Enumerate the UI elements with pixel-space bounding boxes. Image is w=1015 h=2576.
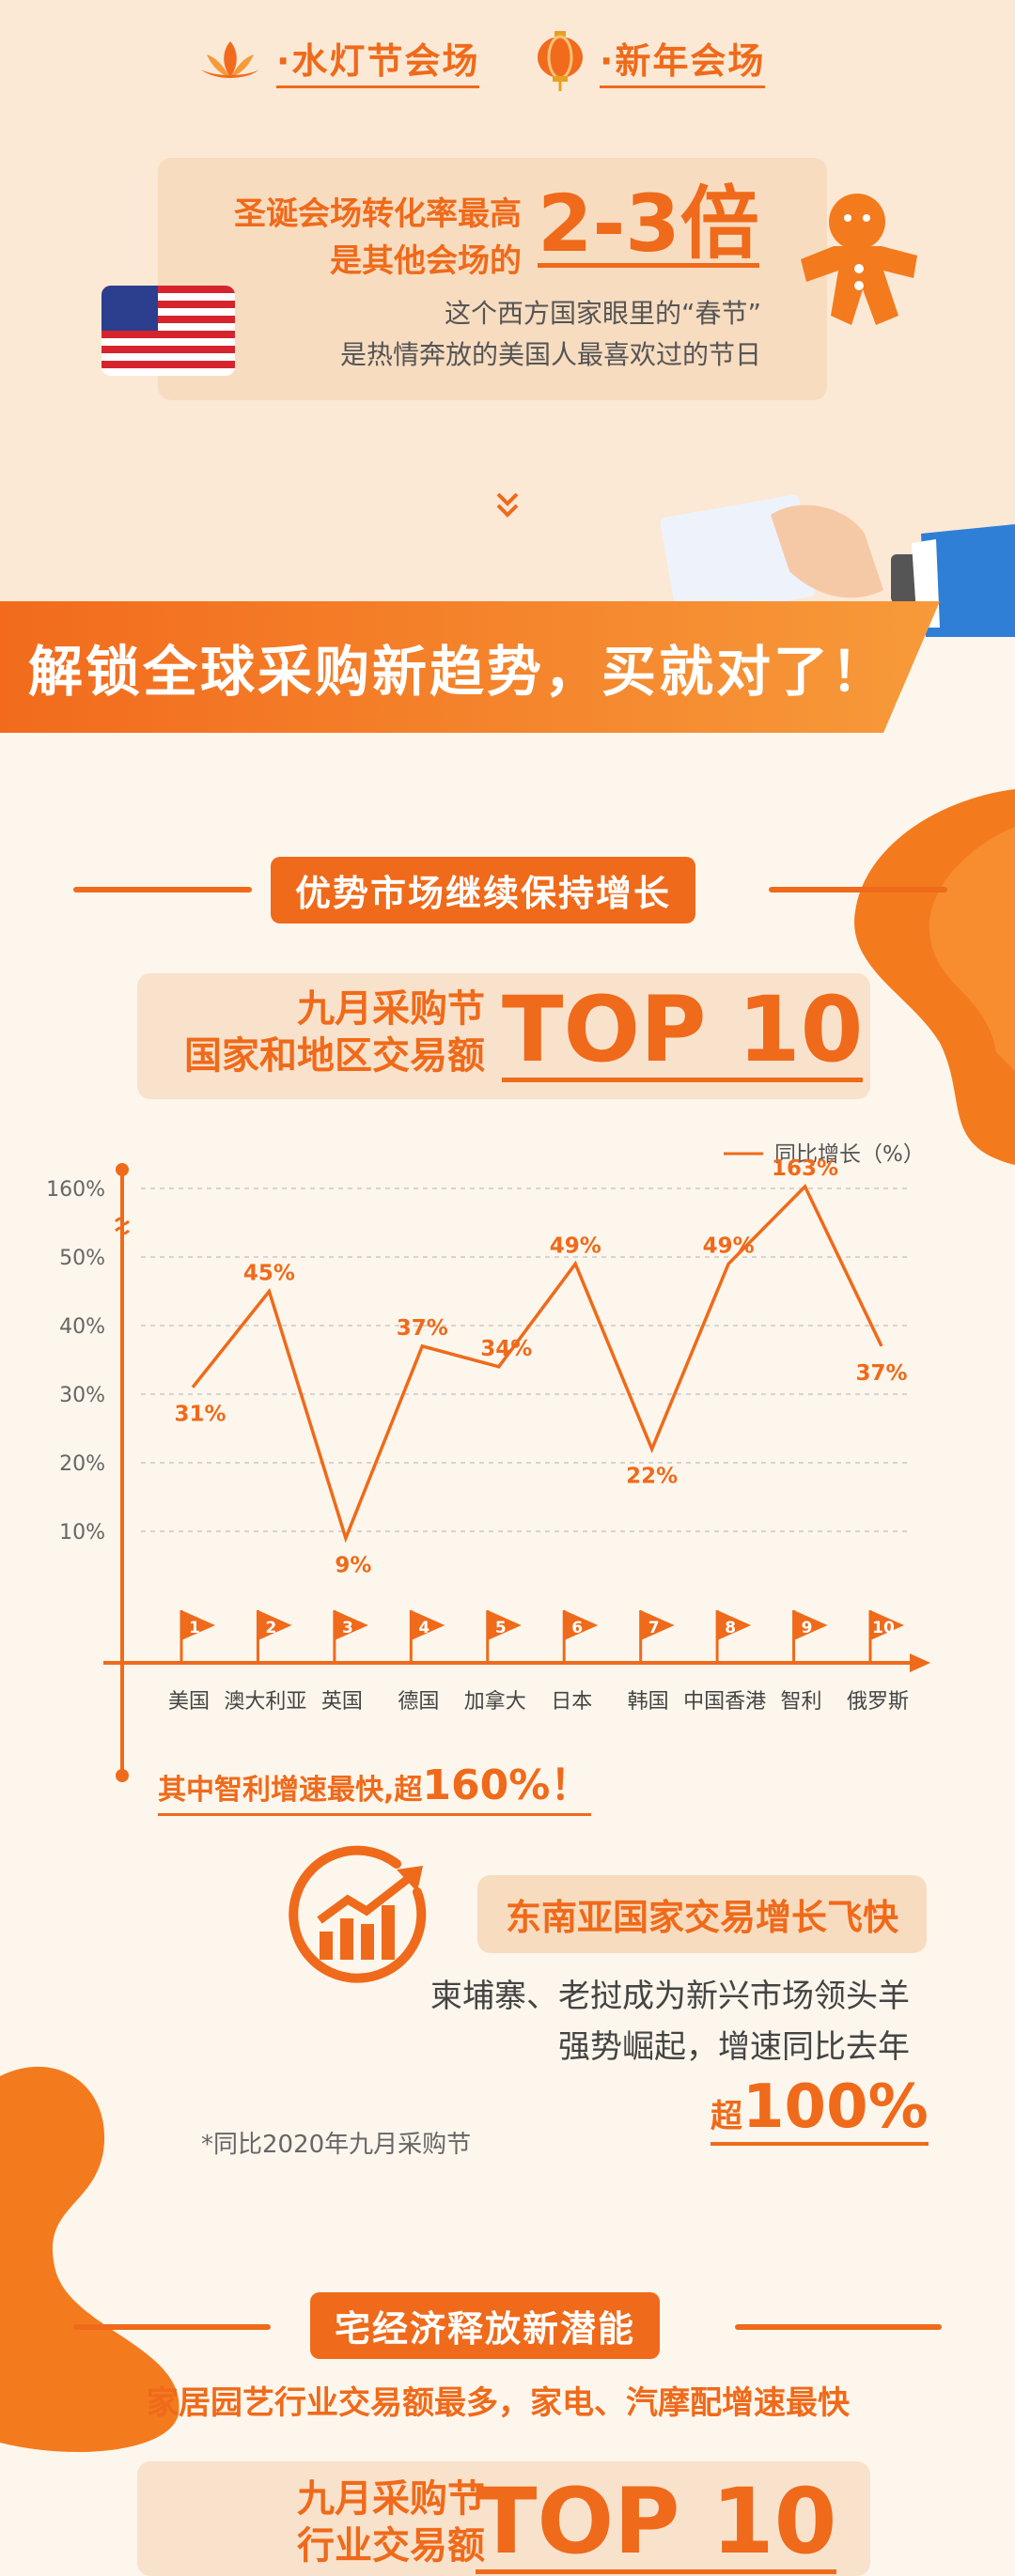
rank-flag: [640, 1610, 675, 1640]
x-category-label: 韩国: [628, 1690, 669, 1714]
rank-number: 5: [495, 1619, 507, 1637]
section2-line-right: [735, 2324, 942, 2330]
rank-number: 2: [266, 1619, 277, 1637]
rank-number: 8: [725, 1619, 736, 1637]
rank-flag: [717, 1610, 752, 1640]
x-axis-arrow: [910, 1653, 930, 1672]
section-line-right: [769, 887, 947, 892]
legend-label: 同比增长（%）: [774, 1142, 925, 1167]
footnote: *同比2020年九月采购节: [201, 2131, 472, 2159]
section2-sub: 家居园艺行业交易额最多，家电、汽摩配增速最快: [147, 2384, 850, 2422]
rank-number: 9: [802, 1619, 813, 1637]
xmas-line2: 是其他会场的: [330, 242, 522, 280]
data-label: 45%: [243, 1262, 295, 1286]
section-line-left: [73, 887, 252, 892]
sea-big-number: 100%: [742, 2072, 929, 2142]
rank-flag: [870, 1610, 904, 1640]
venue-label: ·新年会场: [600, 32, 766, 88]
rank-flag: [411, 1610, 445, 1640]
sea-pill: 东南亚国家交易增长飞快: [477, 1875, 928, 1953]
lantern-icon: [538, 31, 583, 91]
card2-line1: 九月采购节: [297, 2477, 485, 2521]
data-label: 9%: [335, 1553, 371, 1577]
industry-top10-card: 九月采购节 行业交易额 TOP 10: [137, 2461, 870, 2576]
data-label: 22%: [626, 1464, 678, 1488]
fast-note: 其中智利增速最快,超160%！: [158, 1751, 592, 1816]
rank-number: 1: [189, 1619, 200, 1637]
x-category-label: 加拿大: [464, 1689, 526, 1714]
y-tick-label: 10%: [59, 1521, 105, 1544]
us-flag-icon: [102, 286, 235, 376]
chevron-down-icon: [496, 492, 519, 518]
gingerbread-icon: [801, 194, 917, 325]
card-top10: TOP 10: [502, 977, 864, 1082]
x-category-label: 澳大利亚: [224, 1690, 306, 1714]
rank-flag: [793, 1610, 828, 1640]
sea-line2: 强势崛起，增速同比去年: [558, 2028, 910, 2066]
data-label: 31%: [174, 1403, 226, 1427]
x-category-label: 日本: [551, 1690, 592, 1714]
sea-line1: 柬埔寨、老挝成为新兴市场领头羊: [430, 1978, 910, 2015]
section2-line-left: [73, 2324, 271, 2330]
data-label: 37%: [855, 1361, 907, 1386]
data-label: 37%: [397, 1316, 448, 1341]
y-tick-label: 20%: [59, 1452, 105, 1476]
growth-line-chart: 10% 20% 30% 40% 50% 160% 同比增长（%） 31% 45% 9% 37% 34%…: [46, 1142, 930, 1782]
banner-text: 解锁全球采购新趋势，买就对了！: [28, 640, 889, 704]
orange-blob-left-decoration: [0, 2066, 180, 2452]
xmas-line1: 圣诞会场转化率最高: [234, 195, 522, 233]
xmas-sub2: 是热情奔放的美国人最喜欢过的节日: [339, 339, 761, 370]
rank-flag: [334, 1610, 368, 1640]
rank-flag: [487, 1610, 522, 1640]
xmas-sub1: 这个西方国家眼里的“春节”: [444, 298, 761, 329]
y-tick-label: 160%: [46, 1178, 105, 1202]
x-category-label: 英国: [321, 1690, 363, 1714]
y-tick-label: 30%: [59, 1384, 105, 1407]
data-label: 163%: [772, 1156, 838, 1181]
orange-blob-right-decoration: [854, 789, 1015, 1165]
section1-pill: 优势市场继续保持增长: [271, 857, 696, 923]
data-line: [191, 1184, 883, 1544]
x-category-label: 中国香港: [683, 1690, 766, 1714]
rank-flag: [564, 1610, 599, 1640]
venue-label: ·水灯节会场: [276, 32, 480, 88]
y-axis-bottom-dot: [116, 1769, 129, 1782]
venue-water-lantern: ·水灯节会场: [197, 26, 480, 94]
lotus-icon: [201, 41, 259, 78]
section2-pill: 宅经济释放新潜能: [310, 2292, 661, 2359]
rank-number: 7: [648, 1619, 660, 1637]
x-category-label: 俄罗斯: [847, 1690, 909, 1714]
card2-top10: TOP 10: [476, 2469, 837, 2574]
xmas-big-number: 2-3倍: [538, 178, 759, 270]
rank-flag: [181, 1610, 215, 1640]
data-label: 34%: [480, 1337, 532, 1361]
axis-break-mark: [115, 1217, 130, 1235]
card2-line2: 行业交易额: [297, 2524, 485, 2568]
fast-note-prefix: 其中智利增速最快,超: [158, 1774, 423, 1807]
growth-chart-icon: [289, 1845, 427, 1983]
y-tick-label: 40%: [59, 1315, 105, 1339]
data-label: 49%: [703, 1234, 755, 1258]
card-line2: 国家和地区交易额: [184, 1034, 485, 1078]
sea-big: 超100%: [710, 2072, 929, 2146]
x-category-label: 德国: [398, 1690, 439, 1714]
rank-number: 6: [571, 1619, 583, 1637]
y-axis-top-dot: [116, 1163, 129, 1176]
venue-new-year: ·新年会场: [534, 26, 766, 94]
rank-number: 3: [342, 1619, 353, 1637]
rank-number: 4: [418, 1619, 429, 1637]
x-category-label: 智利: [781, 1690, 822, 1714]
x-category-label: 美国: [168, 1690, 210, 1714]
data-label: 49%: [550, 1234, 601, 1258]
christmas-card: [158, 158, 827, 400]
card-line1: 九月采购节: [297, 987, 485, 1031]
y-tick-label: 50%: [59, 1247, 105, 1270]
banner: [0, 601, 940, 733]
fast-note-big: 160%！: [422, 1761, 592, 1809]
rank-flag: [258, 1610, 292, 1640]
sea-big-prefix: 超: [710, 2098, 742, 2135]
hand-card-icon: [660, 494, 1015, 637]
rank-number: 10: [872, 1619, 895, 1637]
